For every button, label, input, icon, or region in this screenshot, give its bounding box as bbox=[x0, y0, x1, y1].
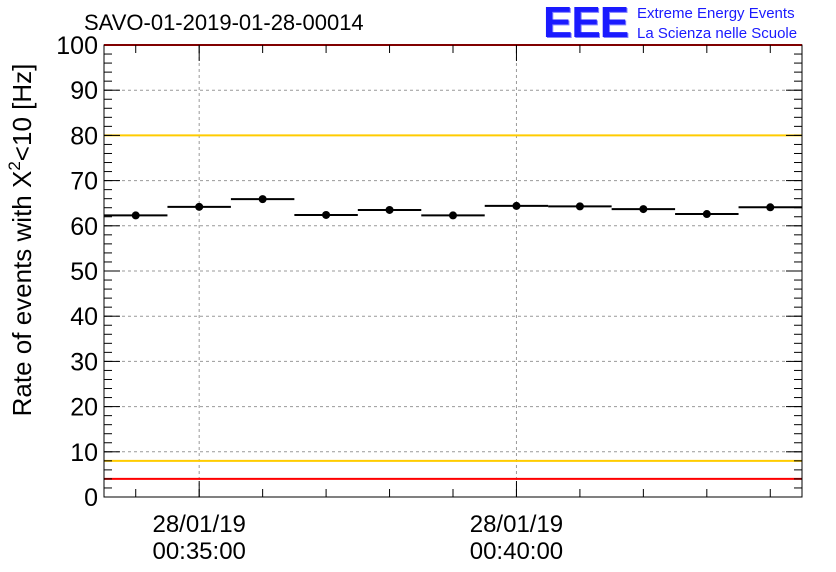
y-axis-label-superscript: 2 bbox=[5, 161, 24, 170]
data-point bbox=[575, 202, 584, 211]
data-point bbox=[766, 203, 775, 212]
x-tick-label-time: 00:40:00 bbox=[470, 538, 563, 565]
logo-caption-line2: La Scienza nelle Scuole bbox=[637, 25, 798, 42]
data-point bbox=[322, 210, 331, 219]
y-tick-label: 70 bbox=[70, 168, 98, 196]
y-tick-label: 60 bbox=[70, 213, 98, 241]
y-tick-label: 80 bbox=[70, 122, 98, 150]
y-axis-label-tail: <10 [Hz] bbox=[7, 64, 37, 162]
data-point bbox=[258, 195, 267, 204]
logo-caption-line1: Extreme Energy Events bbox=[637, 5, 795, 22]
grid-lines bbox=[104, 45, 802, 497]
y-tick-label: 20 bbox=[70, 394, 98, 422]
y-tick-label: 90 bbox=[70, 77, 98, 105]
data-point bbox=[702, 210, 711, 219]
data-point bbox=[385, 205, 394, 214]
y-axis-label-main: Rate of events with X bbox=[7, 171, 37, 417]
logo-caption: Extreme Energy Events La Scienza nelle S… bbox=[637, 4, 797, 44]
data-point bbox=[449, 211, 457, 220]
y-tick-label: 10 bbox=[70, 439, 98, 467]
eee-logo: EEE bbox=[543, 0, 629, 47]
y-tick-label: 100 bbox=[56, 32, 98, 60]
y-tick-label: 0 bbox=[84, 484, 98, 512]
reference-lines bbox=[104, 44, 802, 480]
data-point bbox=[639, 205, 648, 214]
data-point bbox=[131, 211, 140, 220]
data-points bbox=[104, 195, 802, 220]
x-tick-label-date: 28/01/19 bbox=[152, 511, 245, 538]
y-axis-label: Rate of events with X2<10 [Hz] bbox=[5, 64, 37, 417]
y-tick-label: 50 bbox=[70, 258, 98, 286]
y-tick-label: 30 bbox=[70, 348, 98, 376]
x-tick-label-date: 28/01/19 bbox=[470, 511, 563, 538]
data-point bbox=[195, 202, 204, 211]
y-tick-label: 40 bbox=[70, 303, 98, 331]
y-tick-labels: 0 10 20 30 40 50 60 70 80 90 100 bbox=[56, 32, 98, 512]
chart-title: SAVO-01-2019-01-28-00014 bbox=[84, 10, 364, 35]
data-point bbox=[512, 201, 521, 210]
x-tick-label-time: 00:35:00 bbox=[152, 538, 245, 565]
plot-frame bbox=[103, 44, 803, 498]
